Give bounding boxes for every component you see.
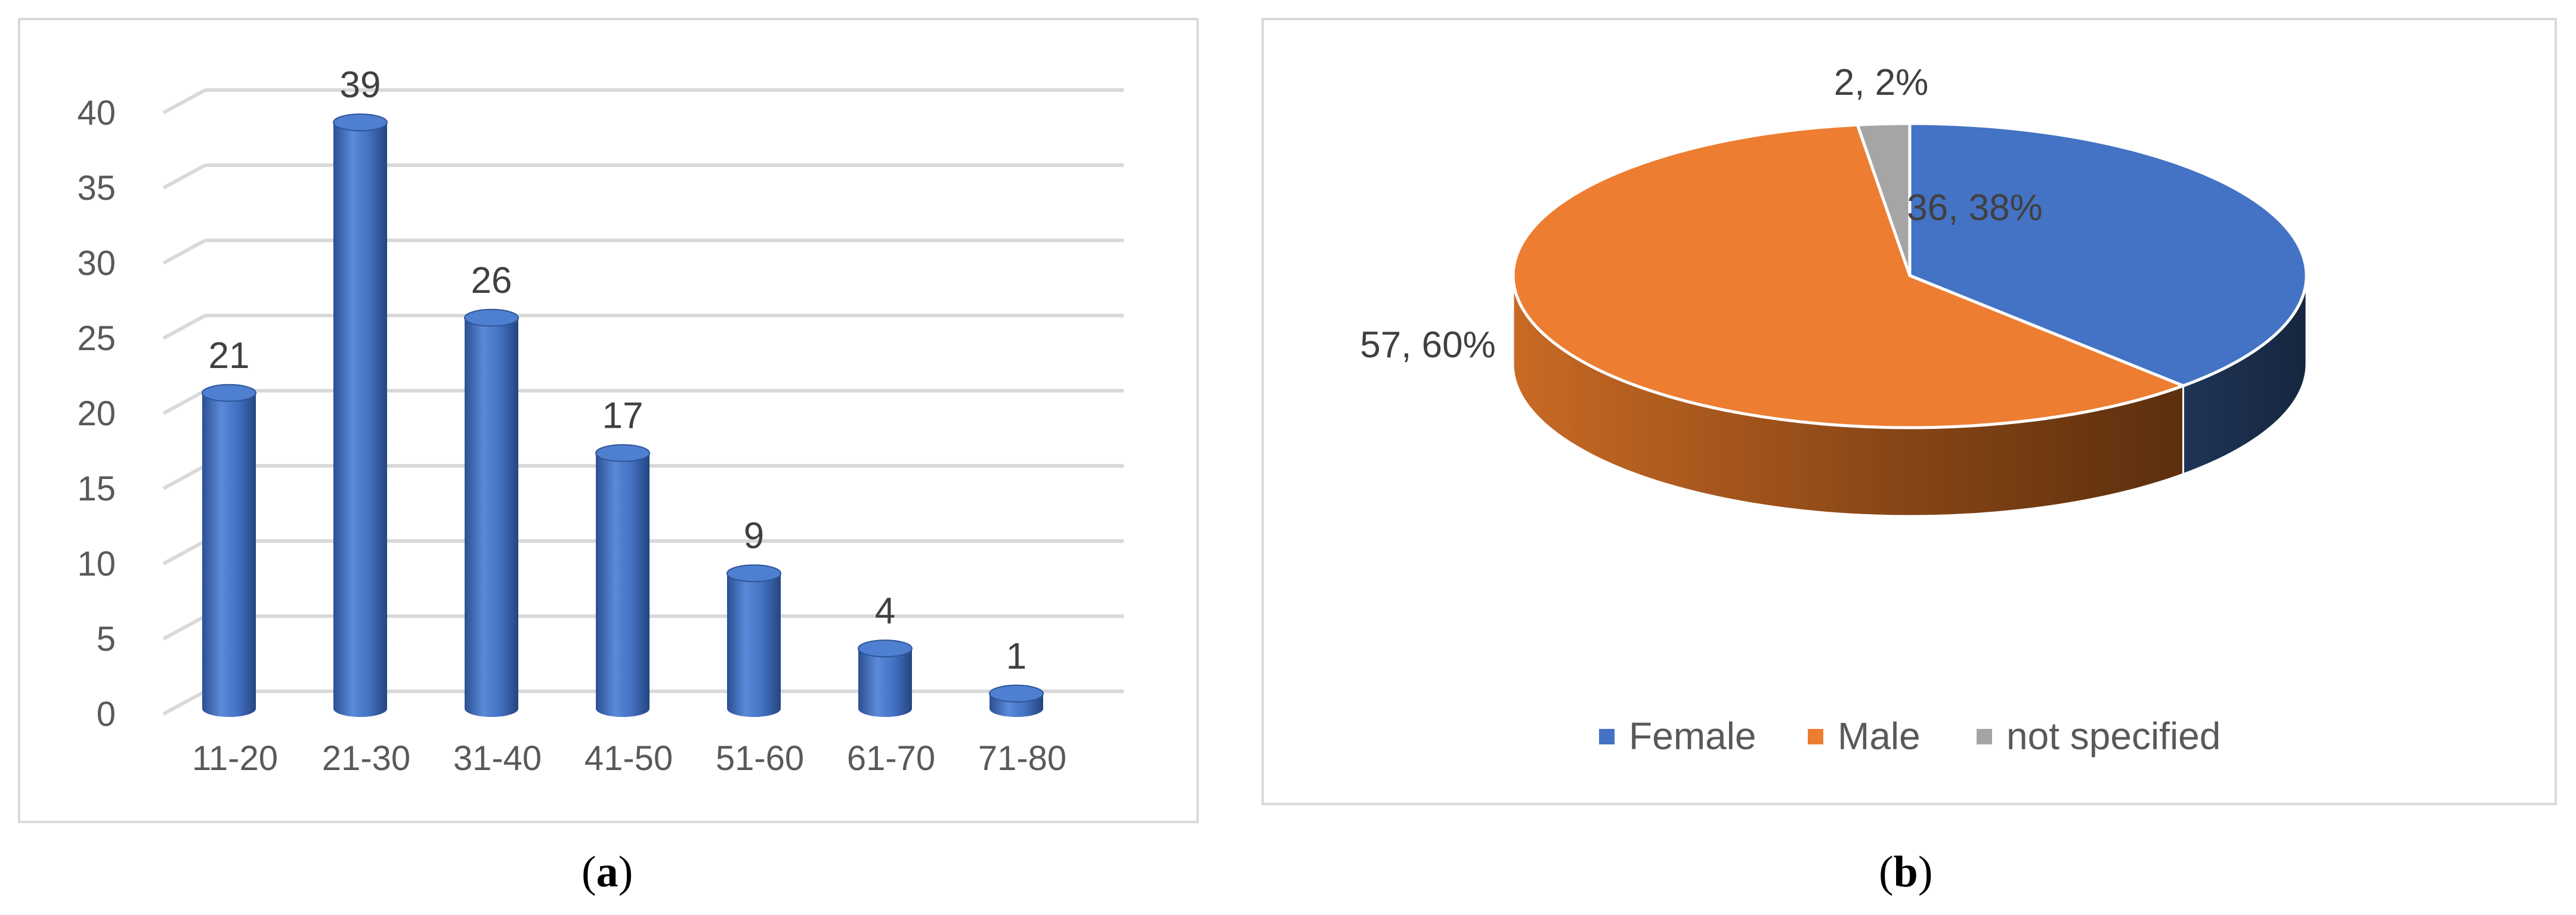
x-tick-label: 51-60 <box>716 739 804 778</box>
y-tick-label: 5 <box>97 620 116 659</box>
bar-body <box>465 317 518 717</box>
gridline-diag <box>162 614 206 641</box>
gender-pie-chart-panel: 36, 38% 57, 60% 2, 2% Female Male not specif… <box>1261 18 2557 805</box>
pie-slice-male <box>1511 123 2188 429</box>
bar-11-20: 21 <box>202 335 256 717</box>
x-tick-label: 41-50 <box>585 739 673 778</box>
bar-body <box>858 648 912 717</box>
pie-data-labels: 36, 38% 57, 60% 2, 2% <box>1360 62 2043 366</box>
bar-21-30: 39 <box>333 64 388 717</box>
gridline-diag <box>162 314 206 340</box>
x-tick-label: 31-40 <box>453 739 542 778</box>
pie-data-label: 2, 2% <box>1834 62 1929 103</box>
y-tick-label: 10 <box>77 545 116 583</box>
gridline-diag <box>162 163 206 190</box>
bars: 21 39 26 17 9 4 1 <box>202 64 1044 717</box>
data-label: 39 <box>340 64 381 106</box>
bar-top <box>595 444 650 462</box>
y-tick-label: 40 <box>77 94 116 132</box>
legend-label: Male <box>1838 715 1921 758</box>
legend-swatch <box>1599 729 1615 744</box>
gridline-diag <box>162 389 206 415</box>
bar-body <box>727 573 781 717</box>
bar-top <box>202 384 256 402</box>
legend-swatch <box>1808 729 1823 744</box>
legend: Female Male not specified <box>1599 715 2221 758</box>
caption-a: (a) <box>582 848 633 897</box>
pie-data-label: 36, 38% <box>1907 187 2043 228</box>
y-tick-label: 25 <box>77 319 116 358</box>
x-tick-label: 21-30 <box>322 739 410 778</box>
bar-body <box>333 122 387 717</box>
gridline-diag <box>162 539 206 565</box>
caption-b: (b) <box>1879 848 1933 897</box>
bar-top <box>464 308 519 327</box>
y-tick-label: 15 <box>77 469 116 508</box>
legend-label: Female <box>1629 715 1756 758</box>
pie-slice-female <box>1908 122 2308 388</box>
x-tick-label: 71-80 <box>978 739 1066 778</box>
y-tick-label: 0 <box>97 695 116 734</box>
bar-top <box>858 639 913 658</box>
data-label: 9 <box>744 515 764 557</box>
age-bar-chart: 0 5 10 15 20 25 30 35 40 21 39 26 17 9 4 1 11-20 21-30 3… <box>77 64 1124 778</box>
y-tick-label: 35 <box>77 169 116 208</box>
y-axis-ticks: 0 5 10 15 20 25 30 35 40 <box>77 94 116 734</box>
gridline-diag <box>162 239 206 265</box>
bar-71-80: 1 <box>989 636 1044 717</box>
y-tick-label: 30 <box>77 244 116 283</box>
bar-31-40: 26 <box>464 260 519 717</box>
data-label: 21 <box>209 335 250 376</box>
pie-data-label: 57, 60% <box>1360 324 1496 366</box>
x-tick-label: 61-70 <box>847 739 935 778</box>
gridline-diag <box>162 88 206 115</box>
bar-top <box>333 113 388 132</box>
x-axis-labels: 11-20 21-30 31-40 41-50 51-60 61-70 71-80 <box>192 739 1066 778</box>
gridline-diag <box>162 464 206 490</box>
data-label: 4 <box>875 591 895 632</box>
bar-body <box>596 453 650 717</box>
data-label: 1 <box>1006 636 1026 677</box>
bar-top <box>726 564 781 583</box>
data-label: 17 <box>602 395 644 437</box>
gender-pie-chart: 36, 38% 57, 60% 2, 2% Female Male not specif… <box>1360 62 2308 758</box>
bar-51-60: 9 <box>726 515 781 717</box>
bar-61-70: 4 <box>858 591 913 717</box>
age-bar-chart-panel: 0 5 10 15 20 25 30 35 40 21 39 26 17 9 4 1 11-20 21-30 3… <box>18 18 1199 823</box>
bar-body <box>202 392 256 717</box>
pie-slices <box>1511 122 2308 429</box>
y-tick-label: 20 <box>77 394 116 433</box>
bar-41-50: 17 <box>595 395 650 717</box>
pie-slice-not-specified <box>1855 122 1912 276</box>
data-label: 26 <box>471 260 512 301</box>
legend-label: not specified <box>2006 715 2221 758</box>
gridline-diag <box>162 690 206 716</box>
legend-swatch <box>1977 729 1992 744</box>
x-tick-label: 11-20 <box>192 739 278 778</box>
bar-top <box>989 684 1044 703</box>
